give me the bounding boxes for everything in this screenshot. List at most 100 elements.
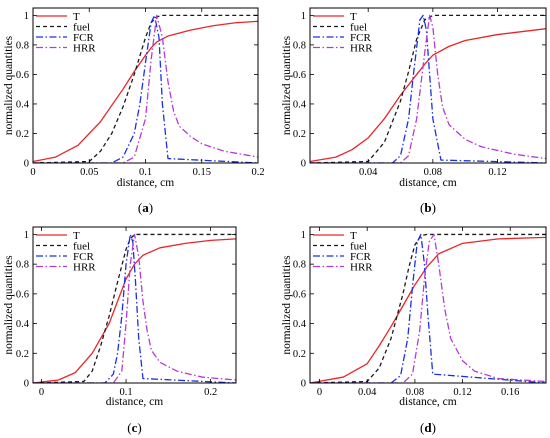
plot-frame [309, 226, 547, 384]
y-tick-label: 0.8 [293, 260, 306, 271]
legend-label-fcr: FCR [73, 32, 94, 44]
series-line-hrr [33, 14, 258, 163]
y-tick-label: 1 [301, 11, 306, 22]
panel-caption: (d) [420, 420, 436, 435]
series-line-t [33, 238, 236, 383]
series-line-t [310, 236, 546, 383]
y-tick-label: 1 [24, 11, 29, 22]
series-line-fuel [33, 14, 258, 163]
y-tick-label: 0.2 [16, 129, 29, 140]
series-line-hrr [310, 14, 546, 163]
x-tick-label: 0.04 [359, 167, 378, 178]
x-axis-label: distance, cm [399, 177, 457, 189]
legend-label-fuel: fuel [73, 240, 90, 252]
plot-frame [309, 7, 547, 164]
x-tick-label: 0.16 [501, 387, 519, 398]
series-line-fuel [33, 233, 236, 383]
y-tick-label: 0.4 [293, 99, 307, 110]
y-tick-label: 0.6 [293, 70, 306, 81]
y-tick-label: 1 [24, 230, 29, 241]
x-tick-label: 0.15 [193, 167, 211, 178]
series-line-fcr [310, 14, 546, 163]
panel-caption: (b) [420, 200, 436, 215]
panel-caption: (c) [127, 420, 141, 435]
y-tick-label: 0 [24, 379, 29, 390]
legend-label-fcr: FCR [350, 251, 371, 263]
y-tick-label: 0.8 [16, 40, 29, 51]
y-tick-label: 0.8 [293, 40, 306, 51]
caption-letter: a [142, 200, 149, 215]
legend-label-fcr: FCR [73, 251, 94, 263]
chart-panel-c: 0 0.1 0.2 0 0.2 0.4 0.6 0.8 1 distance, cm normali… [3, 226, 237, 435]
x-axis-label: distance, cm [106, 396, 164, 408]
legend-label-t: T [350, 230, 357, 242]
y-tick-label: 0.2 [293, 349, 306, 360]
series-line-fcr [33, 233, 236, 383]
x-tick-label: 0.2 [251, 167, 264, 178]
x-tick-label: 0 [30, 167, 35, 178]
x-tick-label: 0.1 [119, 387, 132, 398]
chart-panel-b: 0.04 0.08 0.12 0 0.2 0.4 0.6 0.8 1 distance, cm no… [281, 7, 547, 215]
x-tick-label: 0.1 [139, 167, 152, 178]
series-line-fuel [310, 233, 546, 383]
y-tick-label: 1 [301, 230, 306, 241]
x-tick-label: 0.12 [453, 387, 471, 398]
series-line-hrr [310, 233, 546, 383]
y-tick-label: 0.4 [16, 319, 30, 330]
legend-label-fuel: fuel [73, 21, 90, 33]
x-axis-label: distance, cm [399, 396, 457, 408]
y-tick-label: 0.4 [293, 319, 307, 330]
y-tick-label: 0.6 [293, 289, 306, 300]
series-line-hrr [33, 233, 236, 383]
chart-panel-a: 0 0.05 0.1 0.15 0.2 0 0.2 0.4 0.6 0.8 1 distance, c… [3, 7, 265, 215]
x-tick-label: 0 [39, 387, 44, 398]
x-tick-label: 0 [317, 387, 322, 398]
legend-label-hrr: HRR [73, 261, 96, 273]
y-axis-label: normalized quantities [281, 255, 293, 355]
x-tick-label: 0.04 [358, 387, 377, 398]
legend-label-hrr: HRR [350, 42, 373, 54]
series-line-t [310, 28, 546, 163]
y-axis-label: normalized quantities [3, 255, 15, 355]
x-tick-label: 0.08 [424, 167, 442, 178]
series-line-fcr [310, 233, 546, 383]
caption-letter: b [424, 200, 431, 215]
legend-label-fcr: FCR [350, 32, 371, 44]
y-tick-label: 0 [301, 379, 306, 390]
y-tick-label: 0.4 [16, 99, 30, 110]
x-tick-label: 0.08 [406, 387, 424, 398]
y-tick-label: 0.2 [293, 129, 306, 140]
caption-letter: c [132, 420, 138, 435]
x-tick-label: 0.2 [204, 387, 217, 398]
legend-label-hrr: HRR [350, 261, 373, 273]
chart-panel-d: 0 0.04 0.08 0.12 0.16 0 0.2 0.4 0.6 0.8 1 distance,… [281, 226, 547, 435]
y-tick-label: 0.8 [16, 260, 29, 271]
legend-label-hrr: HRR [73, 42, 96, 54]
plot-frame [32, 226, 237, 384]
legend-label-t: T [73, 11, 80, 23]
caption-letter: d [424, 420, 432, 435]
x-tick-label: 0.05 [80, 167, 98, 178]
series-line-t [33, 20, 258, 163]
series-line-fuel [310, 14, 546, 163]
y-tick-label: 0 [301, 159, 306, 170]
y-tick-label: 0.6 [16, 70, 29, 81]
legend-label-t: T [73, 230, 80, 242]
legend-label-t: T [350, 11, 357, 23]
y-tick-label: 0.6 [16, 289, 29, 300]
panel-caption: (a) [138, 200, 153, 215]
y-tick-label: 0.2 [16, 349, 29, 360]
y-axis-label: normalized quantities [3, 35, 15, 135]
legend-label-fuel: fuel [350, 240, 367, 252]
plot-frame [32, 7, 259, 164]
x-tick-label: 0.12 [488, 167, 506, 178]
y-axis-label: normalized quantities [281, 35, 293, 135]
x-axis-label: distance, cm [117, 177, 175, 189]
y-tick-label: 0 [24, 159, 29, 170]
legend-label-fuel: fuel [350, 21, 367, 33]
